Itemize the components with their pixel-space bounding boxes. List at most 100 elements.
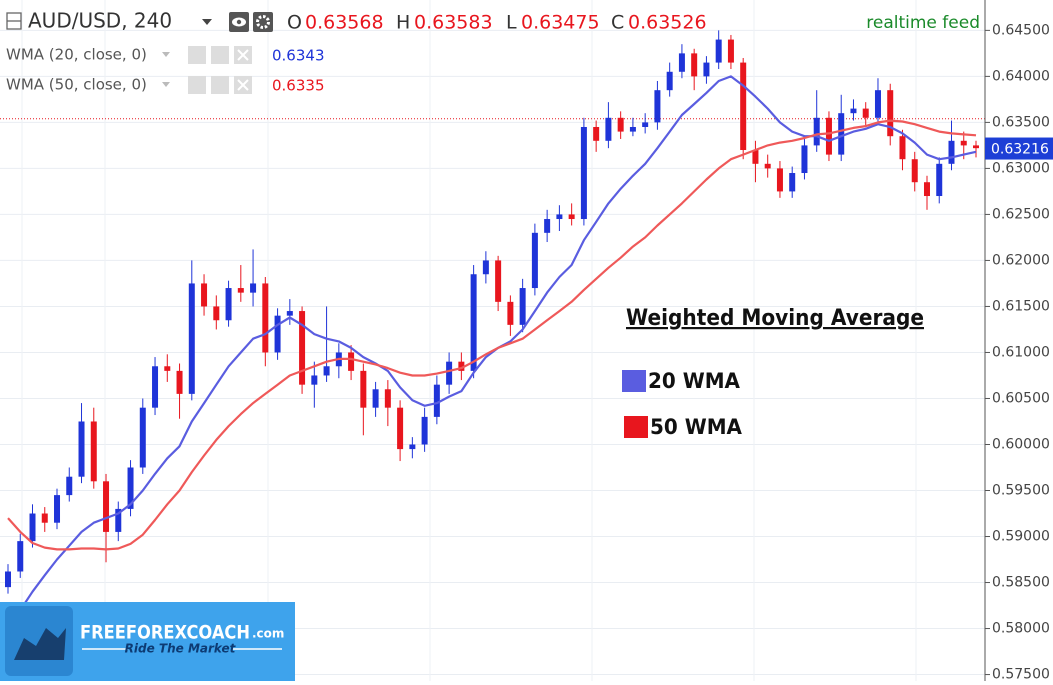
caret[interactable] — [162, 82, 170, 87]
candle-body — [384, 389, 391, 408]
caret[interactable] — [162, 52, 170, 57]
candle-body — [911, 159, 918, 183]
candle-body — [654, 90, 661, 123]
indicator-value: 0.6335 — [272, 77, 325, 95]
y-tick-label: 0.58000 — [992, 621, 1050, 637]
y-tick-label: 0.59500 — [992, 483, 1050, 499]
candle-body — [433, 384, 440, 417]
candle-body — [17, 541, 24, 572]
candle-body — [544, 219, 551, 233]
candle-body — [960, 140, 967, 146]
feed-label: realtime feed — [866, 13, 980, 33]
annotation-title: Weighted Moving Average — [626, 306, 924, 331]
candle-body — [862, 108, 869, 118]
candle-body — [531, 232, 538, 289]
y-tick-label: 0.61500 — [992, 298, 1050, 314]
caret[interactable] — [202, 19, 212, 25]
remove-icon — [237, 49, 249, 61]
wma-line — [7, 119, 977, 551]
last-price-label: 0.63216 — [991, 142, 1049, 158]
candle-body — [874, 90, 881, 118]
candle-body — [789, 173, 796, 192]
indicator-value: 0.6343 — [272, 47, 325, 65]
y-tick-label: 0.63500 — [992, 114, 1050, 130]
candle-body — [715, 39, 722, 63]
candle-body — [409, 444, 416, 450]
wma-line — [7, 75, 977, 630]
candle-body — [850, 108, 857, 114]
candle-body — [188, 283, 195, 394]
y-tick-label: 0.60000 — [992, 436, 1050, 452]
candle-body — [691, 53, 698, 77]
y-tick-label: 0.62000 — [992, 252, 1050, 268]
legend-label: 50 WMA — [650, 415, 743, 439]
ohlc-value: 0.63475 — [521, 12, 600, 34]
candle-body — [250, 283, 257, 293]
candle-body — [973, 145, 979, 149]
candle-body — [213, 306, 220, 321]
eye-button[interactable] — [188, 76, 206, 94]
candle-body — [666, 71, 673, 91]
gear-icon — [256, 15, 270, 29]
y-tick-label: 0.64000 — [992, 68, 1050, 84]
candle-body — [103, 481, 110, 532]
indicator-rows: WMA (20, close, 0) 0.6343 WMA (50, close… — [6, 46, 325, 95]
y-tick-label: 0.60500 — [992, 390, 1050, 406]
y-tick-label: 0.64500 — [992, 22, 1050, 38]
candle-body — [801, 145, 808, 174]
candle-body — [752, 150, 759, 164]
settings-button[interactable] — [211, 46, 229, 64]
settings-button[interactable] — [253, 12, 273, 32]
candle-body — [923, 182, 930, 197]
legend-label: 20 WMA — [648, 369, 741, 393]
candle-body — [727, 39, 734, 63]
eye-pupil — [236, 19, 242, 25]
candle-body — [495, 260, 502, 302]
candle-body — [5, 571, 11, 588]
candle-body — [274, 315, 281, 353]
candle-body — [617, 117, 624, 132]
candle-body — [580, 126, 587, 220]
candle-body — [225, 288, 232, 321]
settings-button[interactable] — [211, 76, 229, 94]
ohlc-value: 0.63526 — [628, 12, 707, 34]
candle-body — [299, 311, 306, 385]
candle-body — [372, 389, 379, 408]
y-tick-label: 0.61000 — [992, 344, 1050, 360]
candle-body — [176, 370, 183, 394]
candle-body — [568, 214, 575, 220]
candle-body — [237, 288, 244, 293]
eye-button[interactable] — [188, 46, 206, 64]
header: AUD/USD, 240 O 0.63568 H 0.63583 L 0.634… — [6, 9, 980, 34]
y-tick-label: 0.58500 — [992, 575, 1050, 591]
candle-body — [887, 90, 894, 137]
ohlc-label: H — [396, 12, 410, 34]
candle-body — [29, 513, 36, 542]
candle-body — [164, 366, 171, 371]
plot-area — [0, 30, 985, 630]
candle-body — [556, 214, 563, 220]
candle-body — [825, 117, 832, 155]
candle-body — [899, 136, 906, 160]
ohlc-label: L — [506, 12, 517, 34]
candle-body — [605, 117, 612, 141]
candle-body — [262, 283, 269, 353]
logo-suffix: .com — [252, 627, 284, 641]
candle-body — [360, 370, 367, 408]
candle-body — [139, 407, 146, 468]
candle-body — [482, 260, 489, 275]
candle-body — [152, 366, 159, 408]
candle-body — [115, 508, 122, 532]
candle-body — [66, 476, 73, 496]
logo-brand: FREEFOREXCOACH — [80, 622, 250, 644]
candle-body — [936, 163, 943, 197]
candle-body — [54, 495, 61, 523]
logo-bull — [14, 628, 66, 660]
legend-swatch — [622, 370, 646, 392]
candle-body — [678, 53, 685, 72]
ohlc-label: O — [287, 12, 302, 34]
candle-body — [397, 407, 404, 450]
ohlc-value: 0.63568 — [305, 12, 384, 34]
